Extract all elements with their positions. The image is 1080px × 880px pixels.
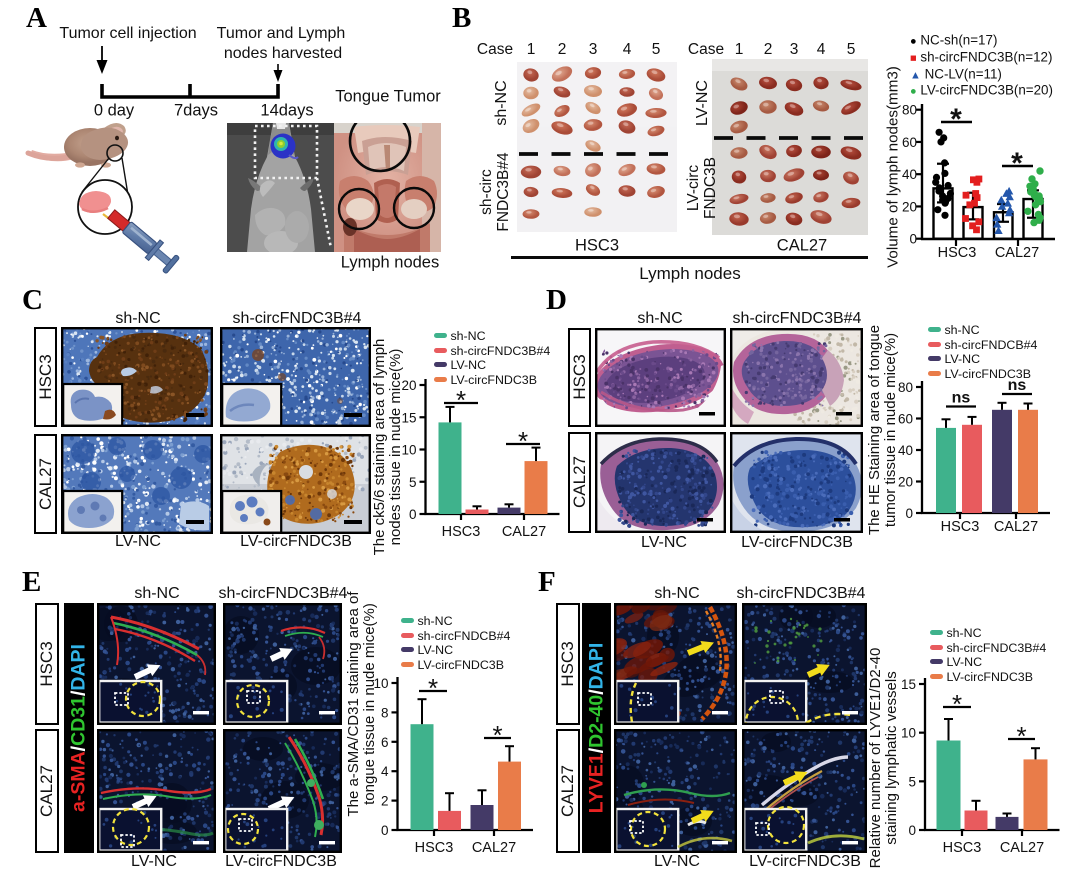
svg-text:40: 40	[898, 443, 913, 458]
svg-text:CAL27: CAL27	[502, 524, 546, 540]
svg-text:ns: ns	[1008, 377, 1027, 394]
svg-text:0: 0	[905, 506, 913, 521]
svg-text:15: 15	[401, 410, 416, 425]
svg-text:10: 10	[401, 443, 416, 458]
svg-text:80: 80	[898, 380, 913, 395]
svg-text:5: 5	[409, 475, 417, 490]
svg-text:HSC3: HSC3	[442, 524, 481, 540]
svg-text:20: 20	[898, 475, 913, 490]
svg-text:0: 0	[409, 507, 417, 522]
svg-text:CAL27: CAL27	[994, 519, 1038, 535]
svg-text:*: *	[518, 426, 528, 456]
svg-text:*: *	[1011, 147, 1023, 180]
svg-text:20: 20	[902, 199, 917, 214]
svg-text:HSC3: HSC3	[941, 519, 980, 535]
svg-text:ns: ns	[952, 390, 971, 407]
svg-text:60: 60	[902, 135, 917, 150]
svg-text:*: *	[456, 385, 466, 415]
svg-text:0: 0	[909, 232, 917, 247]
svg-text:*: *	[950, 103, 962, 136]
svg-text:40: 40	[902, 167, 917, 182]
svg-text:60: 60	[898, 412, 913, 427]
svg-text:20: 20	[401, 378, 416, 393]
svg-text:80: 80	[902, 103, 917, 118]
